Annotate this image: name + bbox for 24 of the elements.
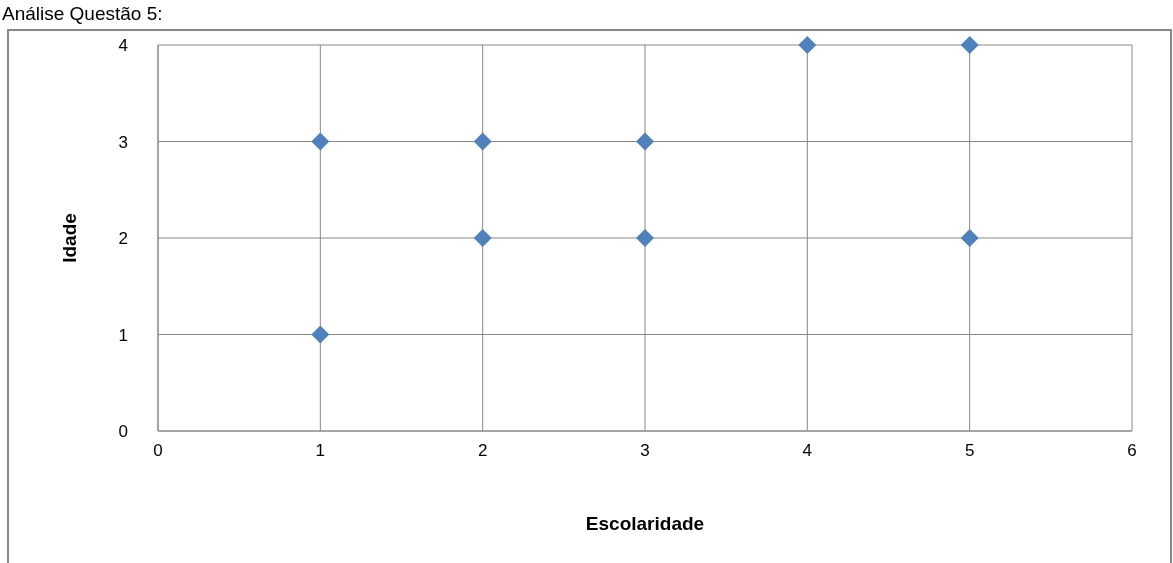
x-axis-title: Escolaridade: [585, 513, 705, 534]
x-tick-label: 4: [802, 441, 813, 460]
point: [473, 132, 492, 151]
y-tick-label: 0: [118, 422, 128, 441]
x-tick-label: 5: [964, 441, 975, 460]
point: [960, 229, 979, 247]
chart-title: Análise Questão 5:: [2, 3, 163, 24]
point: [311, 325, 330, 344]
y-tick-label: 1: [118, 325, 128, 345]
point: [636, 229, 654, 247]
y-tick-label: 4: [118, 36, 128, 55]
point: [636, 132, 654, 151]
x-tick-label: 6: [1127, 441, 1137, 460]
y-tick-label: 2: [118, 229, 128, 248]
point: [311, 132, 330, 151]
x-tick-label: 3: [640, 441, 650, 460]
x-tick-label: 1: [315, 441, 326, 460]
point: [798, 36, 817, 54]
x-tick-label: 2: [477, 441, 488, 460]
y-tick-label: 3: [118, 132, 128, 152]
point: [960, 36, 979, 54]
y-axis-title: Idade: [59, 213, 80, 263]
x-tick-label: 0: [153, 441, 163, 460]
point: [473, 229, 492, 247]
